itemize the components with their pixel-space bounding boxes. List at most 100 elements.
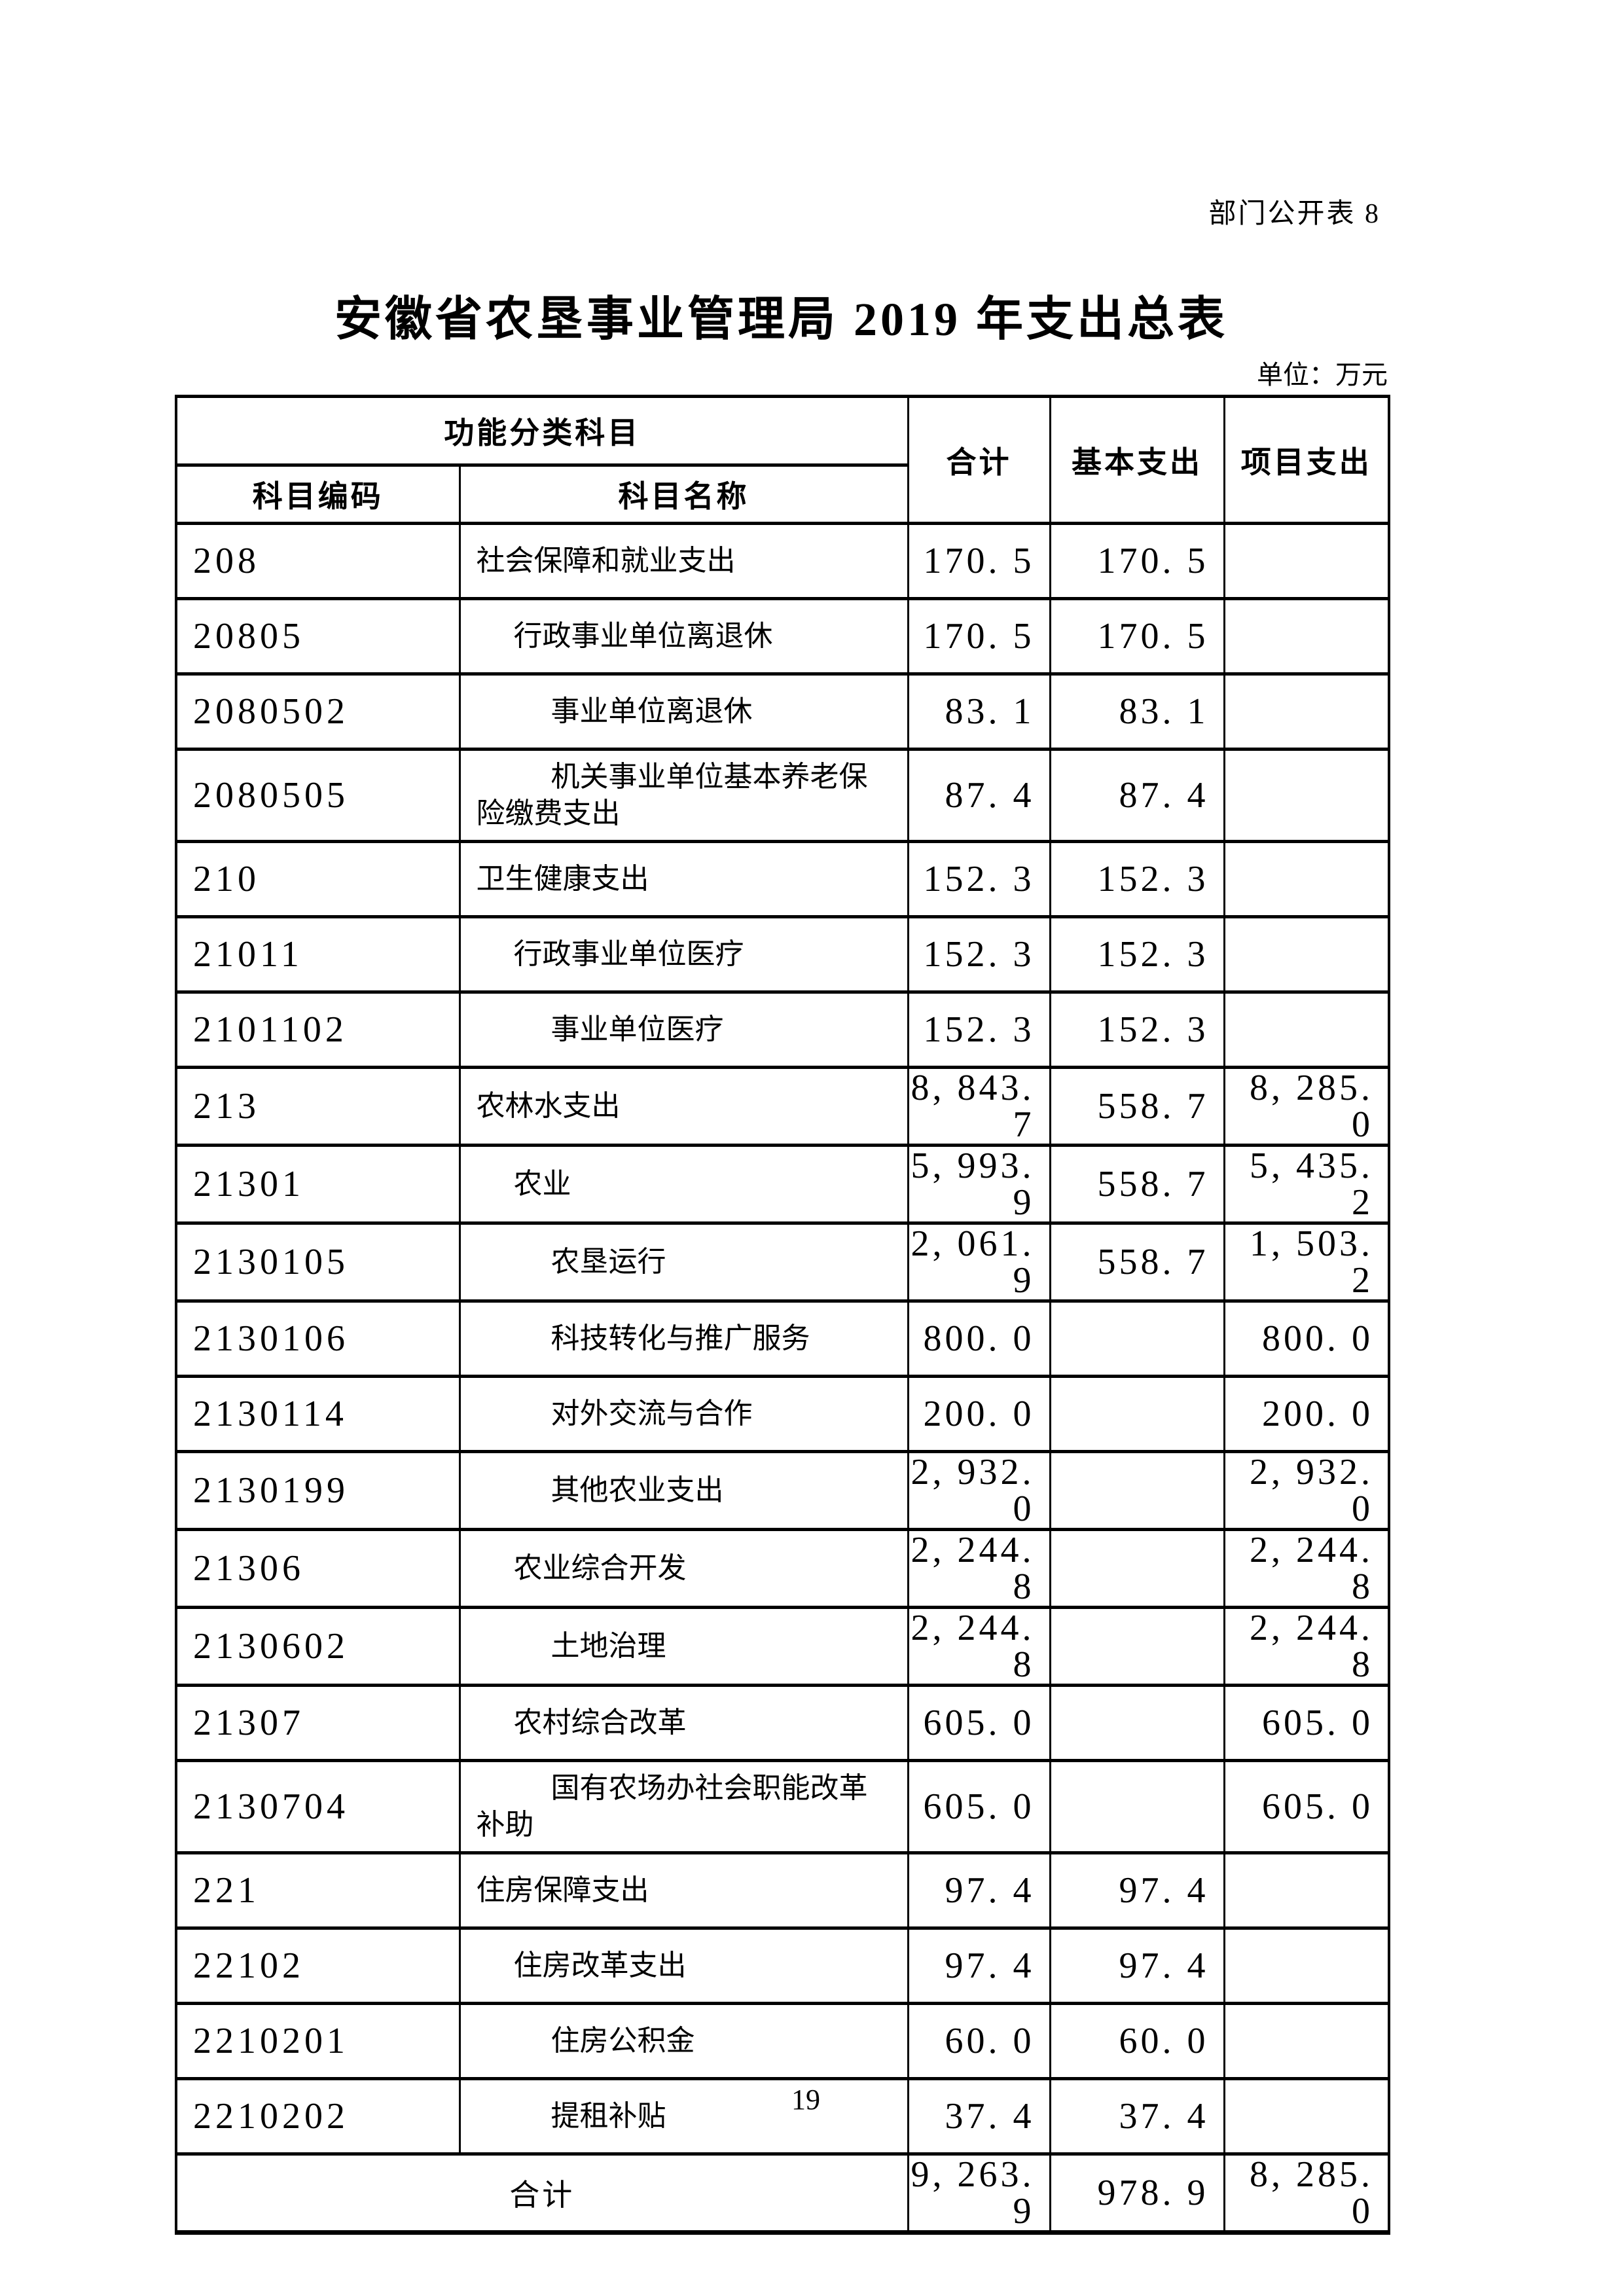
header-basic: 基本支出 bbox=[1049, 395, 1225, 525]
table-row: 2130602 土地治理 2, 244. 8 2, 244. 8 bbox=[175, 1606, 1390, 1687]
project-cell bbox=[1223, 1851, 1390, 1930]
total-row: 合计 9, 263. 9 978. 9 8, 285. 0 bbox=[175, 2152, 1390, 2234]
basic-cell bbox=[1049, 1528, 1225, 1609]
basic-cell: 152. 3 bbox=[1049, 915, 1225, 994]
project-cell: 8, 285. 0 bbox=[1223, 1066, 1390, 1147]
total-cell: 97. 4 bbox=[907, 1851, 1051, 1930]
basic-cell: 37. 4 bbox=[1049, 2077, 1225, 2156]
project-cell: 1, 503. 2 bbox=[1223, 1221, 1390, 1303]
header-function-group: 功能分类科目 bbox=[175, 395, 909, 467]
project-cell: 2, 932. 0 bbox=[1223, 1450, 1390, 1531]
header-total: 合计 bbox=[907, 395, 1051, 525]
total-cell: 152. 3 bbox=[907, 840, 1051, 918]
table-row: 21306 农业综合开发 2, 244. 8 2, 244. 8 bbox=[175, 1528, 1390, 1609]
project-cell: 2, 244. 8 bbox=[1223, 1528, 1390, 1609]
total-cell: 2, 061. 9 bbox=[907, 1221, 1051, 1303]
table-footer: 合计 9, 263. 9 978. 9 8, 285. 0 bbox=[175, 2152, 1390, 2234]
table-row: 2080502 事业单位离退休 83. 1 83. 1 bbox=[175, 672, 1390, 751]
expenditure-table: 功能分类科目 合计 基本支出 项目支出 科目编码 科目名称 208 社会保障和就业… bbox=[175, 395, 1390, 2235]
header-row-2: 科目编码 科目名称 bbox=[175, 463, 1389, 525]
subject-name-cell: 农业 bbox=[458, 1144, 909, 1225]
basic-cell: 83. 1 bbox=[1049, 672, 1225, 751]
basic-cell bbox=[1049, 1759, 1225, 1854]
subject-code-cell: 221 bbox=[175, 1851, 461, 1930]
subject-code-cell: 210 bbox=[175, 840, 461, 918]
project-cell: 605. 0 bbox=[1223, 1759, 1390, 1854]
subject-code-cell: 208 bbox=[175, 522, 461, 600]
table-row: 2101102 事业单位医疗 152. 3 152. 3 bbox=[175, 990, 1390, 1069]
project-cell: 800. 0 bbox=[1223, 1299, 1390, 1378]
basic-cell: 97. 4 bbox=[1049, 1851, 1225, 1930]
total-cell: 87. 4 bbox=[907, 748, 1051, 843]
subject-name-cell: 住房保障支出 bbox=[458, 1851, 909, 1930]
total-cell: 605. 0 bbox=[907, 1759, 1051, 1854]
subject-name-cell: 其他农业支出 bbox=[458, 1450, 909, 1531]
subject-code-cell: 21011 bbox=[175, 915, 461, 994]
subject-code-cell: 2130199 bbox=[175, 1450, 461, 1531]
basic-cell: 170. 5 bbox=[1049, 597, 1225, 676]
subject-code-cell: 21301 bbox=[175, 1144, 461, 1225]
header-row-1: 功能分类科目 合计 基本支出 项目支出 bbox=[175, 395, 1390, 525]
header-subject-name: 科目名称 bbox=[458, 463, 909, 525]
basic-cell bbox=[1049, 1684, 1225, 1762]
unit-note: 单位：万元 bbox=[1257, 360, 1388, 389]
basic-cell bbox=[1049, 1375, 1225, 1453]
basic-cell: 170. 5 bbox=[1049, 522, 1225, 600]
subject-code-cell: 20805 bbox=[175, 597, 461, 676]
total-cell: 2, 932. 0 bbox=[907, 1450, 1051, 1531]
subject-name-cell: 农垦运行 bbox=[458, 1221, 909, 1303]
table-body: 208 社会保障和就业支出 170. 5 170. 5 20805 行政事业单位离退休 17… bbox=[175, 522, 1390, 2156]
subject-name-cell: 土地治理 bbox=[458, 1606, 909, 1687]
subject-name-cell: 住房公积金 bbox=[458, 2002, 909, 2080]
total-cell: 2, 244. 8 bbox=[907, 1528, 1051, 1609]
table-row: 221 住房保障支出 97. 4 97. 4 bbox=[175, 1851, 1390, 1930]
table-row: 210 卫生健康支出 152. 3 152. 3 bbox=[175, 840, 1390, 918]
subject-code-cell: 213 bbox=[175, 1066, 461, 1147]
header-subject-code: 科目编码 bbox=[175, 463, 461, 525]
table-row: 2210201 住房公积金 60. 0 60. 0 bbox=[175, 2002, 1390, 2080]
subject-name-cell: 行政事业单位医疗 bbox=[458, 915, 909, 994]
subject-code-cell: 2101102 bbox=[175, 990, 461, 1069]
header-project: 项目支出 bbox=[1223, 395, 1390, 525]
subject-name-cell: 住房改革支出 bbox=[458, 1926, 909, 2005]
project-cell bbox=[1223, 915, 1390, 994]
basic-cell bbox=[1049, 1450, 1225, 1531]
page-number: 19 bbox=[791, 2084, 820, 2116]
total-row-label: 合计 bbox=[175, 2152, 909, 2234]
subject-name-cell: 行政事业单位离退休 bbox=[458, 597, 909, 676]
table-row: 2130105 农垦运行 2, 061. 9 558. 7 1, 503. 2 bbox=[175, 1221, 1390, 1303]
subject-code-cell: 22102 bbox=[175, 1926, 461, 2005]
total-row-total: 9, 263. 9 bbox=[907, 2152, 1051, 2234]
table-row: 2080505 机关事业单位基本养老保险缴费支出 87. 4 87. 4 bbox=[175, 748, 1390, 843]
project-cell bbox=[1223, 597, 1390, 676]
subject-code-cell: 2130105 bbox=[175, 1221, 461, 1303]
subject-code-cell: 2130106 bbox=[175, 1299, 461, 1378]
total-cell: 5, 993. 9 bbox=[907, 1144, 1051, 1225]
total-cell: 170. 5 bbox=[907, 522, 1051, 600]
page-title: 安徽省农垦事业管理局 2019 年支出总表 bbox=[334, 293, 1228, 346]
subject-name-cell: 提租补贴 bbox=[458, 2077, 909, 2156]
table-row: 20805 行政事业单位离退休 170. 5 170. 5 bbox=[175, 597, 1390, 676]
subject-code-cell: 21306 bbox=[175, 1528, 461, 1609]
table-row: 21307 农村综合改革 605. 0 605. 0 bbox=[175, 1684, 1390, 1762]
project-cell bbox=[1223, 840, 1390, 918]
subject-code-cell: 2130602 bbox=[175, 1606, 461, 1687]
subject-name-cell: 事业单位医疗 bbox=[458, 990, 909, 1069]
basic-cell: 558. 7 bbox=[1049, 1221, 1225, 1303]
subject-name-cell: 社会保障和就业支出 bbox=[458, 522, 909, 600]
subject-name-cell: 事业单位离退休 bbox=[458, 672, 909, 751]
project-cell bbox=[1223, 2077, 1390, 2156]
total-cell: 8, 843. 7 bbox=[907, 1066, 1051, 1147]
project-cell bbox=[1223, 748, 1390, 843]
total-cell: 97. 4 bbox=[907, 1926, 1051, 2005]
project-cell: 5, 435. 2 bbox=[1223, 1144, 1390, 1225]
subject-code-cell: 2210201 bbox=[175, 2002, 461, 2080]
table-row: 22102 住房改革支出 97. 4 97. 4 bbox=[175, 1926, 1390, 2005]
basic-cell: 60. 0 bbox=[1049, 2002, 1225, 2080]
table-row: 208 社会保障和就业支出 170. 5 170. 5 bbox=[175, 522, 1390, 600]
project-cell bbox=[1223, 2002, 1390, 2080]
subject-code-cell: 21307 bbox=[175, 1684, 461, 1762]
total-cell: 170. 5 bbox=[907, 597, 1051, 676]
total-cell: 60. 0 bbox=[907, 2002, 1051, 2080]
